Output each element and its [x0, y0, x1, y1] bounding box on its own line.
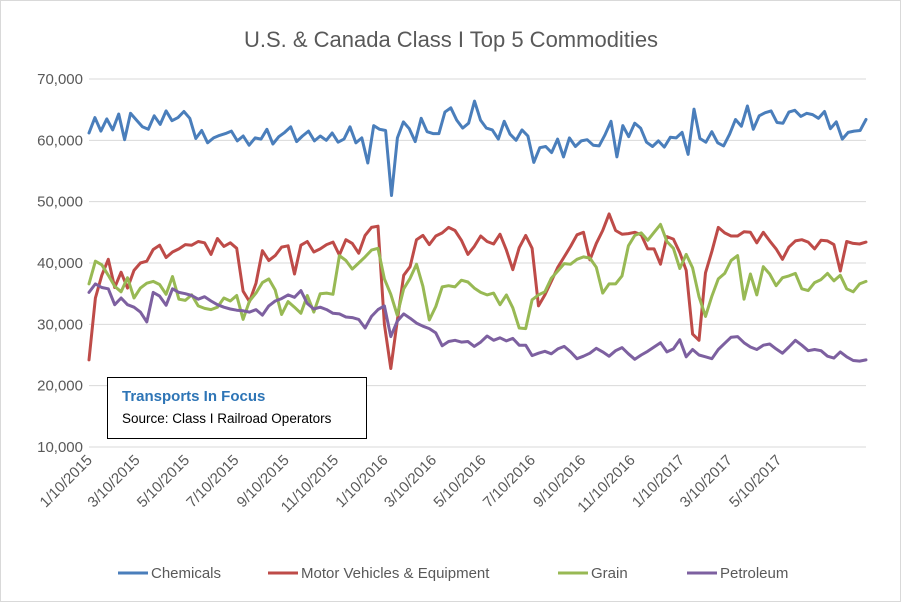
series-line-petroleum — [87, 282, 868, 363]
y-tick-label: 70,000 — [37, 71, 83, 88]
legend-label-grain: Grain — [591, 565, 628, 582]
x-tick-label: 3/10/2015 — [84, 452, 143, 511]
annotation-title: Transports In Focus — [122, 388, 266, 405]
x-tick-label: 3/10/2016 — [381, 452, 440, 511]
y-tick-label: 20,000 — [37, 378, 83, 395]
x-tick-label: 7/10/2016 — [480, 452, 539, 511]
legend-label-chemicals: Chemicals — [151, 565, 221, 582]
source-annotation-box: Transports In Focus Source: Class I Rail… — [107, 377, 367, 439]
chart-title: U.S. & Canada Class I Top 5 Commodities — [244, 27, 658, 52]
series-line-motor-vehicles-equipment — [87, 212, 868, 370]
x-tick-label: 5/10/2017 — [726, 452, 785, 511]
y-tick-label: 30,000 — [37, 316, 83, 333]
y-tick-label: 50,000 — [37, 194, 83, 211]
x-tick-label: 7/10/2015 — [183, 452, 242, 511]
legend-label-petroleum: Petroleum — [720, 565, 788, 582]
x-tick-label: 3/10/2017 — [677, 452, 736, 511]
y-tick-label: 60,000 — [37, 132, 83, 149]
series-line-chemicals — [87, 99, 868, 197]
y-tick-label: 40,000 — [37, 255, 83, 272]
legend-label-motor-vehicles-equipment: Motor Vehicles & Equipment — [301, 565, 490, 582]
x-tick-label: 5/10/2016 — [430, 452, 489, 511]
x-tick-label: 5/10/2015 — [134, 452, 193, 511]
x-tick-label: 1/10/2016 — [332, 452, 391, 511]
y-tick-label: 10,000 — [37, 439, 83, 456]
annotation-source: Source: Class I Railroad Operators — [122, 411, 332, 426]
